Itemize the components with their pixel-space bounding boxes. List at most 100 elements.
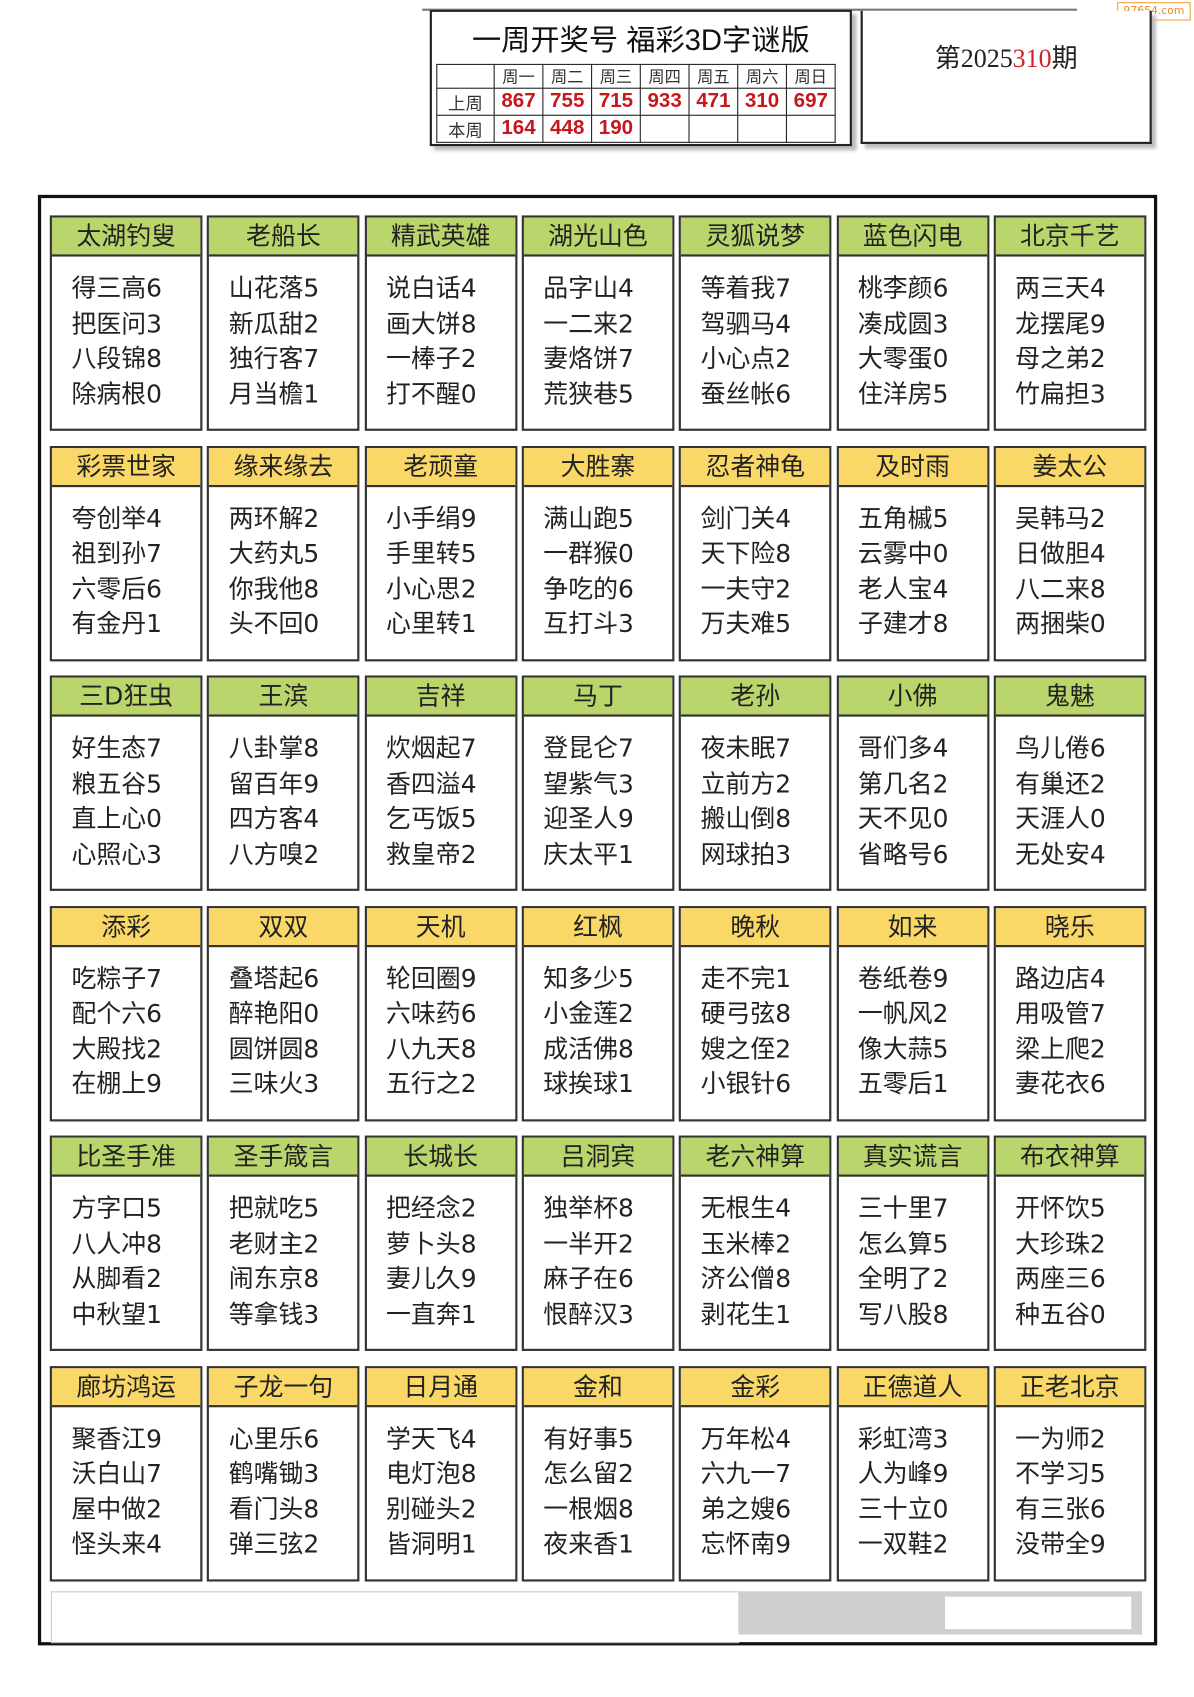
riddle-line: 省略号6 (857, 840, 949, 869)
riddle-line: 球挨球1 (543, 1070, 634, 1099)
card-title: 金彩 (681, 1367, 830, 1407)
riddle-line: 闹东京8 (228, 1265, 320, 1294)
card-title: 缘来缘去 (209, 447, 358, 487)
card-body: 独举杯8 一半开2 麻子在6 恨醉汉3 (524, 1177, 672, 1333)
riddle-line: 争吃的6 (543, 575, 634, 604)
card-title: 红枫 (523, 907, 673, 947)
card-body: 哥们多4 第几名2 天不见0 省略号6 (838, 717, 986, 873)
card-title: 晚秋 (681, 907, 830, 947)
riddle-line: 走不完1 (700, 965, 792, 994)
riddle-card: 马丁 登昆仑7 望紫气3 迎圣人9 庆太平1 (521, 675, 675, 891)
card-body: 学天飞4 电灯泡8 别碰头2 皆洞明1 (367, 1407, 515, 1563)
card-body: 万年松4 六九一7 弟之嫂6 忘怀南9 (681, 1407, 829, 1563)
riddle-card: 金彩 万年松4 六九一7 弟之嫂6 忘怀南9 (678, 1365, 832, 1581)
issue-box: 第2025310期 (860, 10, 1152, 144)
riddle-line: 有金丹1 (71, 610, 162, 639)
card-title: 老孙 (681, 677, 830, 717)
riddle-line: 新瓜甜2 (228, 310, 320, 339)
riddle-card: 廊坊鸿运 聚香江9 沃白山7 屋中做2 怪头来4 (49, 1365, 203, 1581)
day-label: 周三 (591, 63, 641, 89)
riddle-line: 济公僧8 (700, 1265, 792, 1294)
riddle-line: 立前方2 (700, 770, 792, 799)
card-title: 大胜寨 (523, 447, 673, 487)
riddle-line: 八九天8 (386, 1035, 477, 1064)
card-body: 鸟儿倦6 有巢还2 天涯人0 无处安4 (996, 717, 1144, 873)
riddle-line: 八段锦8 (71, 345, 162, 374)
issue-number: 第2025310期 (863, 37, 1150, 75)
riddle-card: 金和 有好事5 怎么留2 一根烟8 夜来香1 (521, 1365, 675, 1581)
card-title: 廊坊鸿运 (51, 1367, 201, 1407)
card-body: 炊烟起7 香四溢4 乞丐饭5 救皇帝2 (367, 717, 515, 873)
card-title: 真实谎言 (838, 1137, 987, 1177)
footer-blank (50, 1591, 740, 1644)
riddle-line: 粮五谷5 (71, 770, 162, 799)
riddle-line: 一根烟8 (543, 1495, 634, 1524)
riddle-line: 路边店4 (1015, 965, 1106, 994)
card-title: 王滨 (209, 677, 358, 717)
riddle-card: 晓乐 路边店4 用吸管7 梁上爬2 妻花衣6 (993, 905, 1147, 1121)
riddle-line: 忘怀南9 (700, 1530, 792, 1559)
riddle-line: 荒狭巷5 (543, 380, 634, 409)
riddle-line: 聚香江9 (71, 1425, 162, 1454)
riddle-line: 大珍珠2 (1015, 1230, 1106, 1259)
riddle-line: 知多少5 (543, 965, 634, 994)
riddle-line: 玉米棒2 (700, 1230, 792, 1259)
day-label: 周二 (542, 63, 593, 89)
riddle-line: 桃李颜6 (857, 274, 949, 304)
card-title: 精武英雄 (366, 217, 515, 257)
riddle-line: 无根生4 (700, 1195, 792, 1224)
riddle-card: 小佛 哥们多4 第几名2 天不见0 省略号6 (836, 675, 989, 891)
riddle-line: 除病根0 (71, 380, 162, 409)
card-title: 老六神算 (681, 1137, 830, 1177)
riddle-line: 救皇帝2 (386, 840, 477, 869)
riddle-line: 鸟儿倦6 (1015, 735, 1106, 764)
draw-number: 471 (688, 87, 739, 116)
riddle-line: 嫂之侄2 (700, 1035, 792, 1064)
riddle-line: 老财主2 (228, 1230, 320, 1259)
riddle-line: 妻儿久9 (386, 1265, 477, 1294)
riddle-card: 吕洞宾 独举杯8 一半开2 麻子在6 恨醉汉3 (521, 1135, 675, 1351)
day-label: 周四 (639, 63, 690, 89)
card-title: 马丁 (523, 677, 673, 717)
riddle-line: 开怀饮5 (1015, 1195, 1106, 1224)
card-body: 说白话4 画大饼8 一棒子2 打不醒0 (367, 257, 515, 413)
card-body: 小手绢9 手里转5 小心思2 心里转1 (367, 487, 515, 643)
riddle-line: 八方嗅2 (228, 840, 320, 869)
riddle-line: 得三高6 (71, 274, 162, 304)
riddle-line: 种五谷0 (1015, 1300, 1106, 1329)
riddle-card: 太湖钓叟 得三高6 把医问3 八段锦8 除病根0 (49, 215, 203, 431)
card-body: 彩虹湾3 人为峰9 三十立0 一双鞋2 (838, 1407, 986, 1563)
riddle-line: 手里转5 (386, 540, 477, 569)
riddle-card: 老船长 山花落5 新瓜甜2 独行客7 月当檐1 (207, 215, 360, 431)
riddle-line: 夜未眠7 (700, 735, 792, 764)
card-body: 走不完1 硬弓弦8 嫂之侄2 小银针6 (681, 947, 829, 1103)
riddle-line: 没带全9 (1015, 1530, 1106, 1559)
riddle-grid-frame (37, 194, 1158, 1646)
riddle-line: 弹三弦2 (228, 1530, 320, 1559)
riddle-card: 晚秋 走不完1 硬弓弦8 嫂之侄2 小银针6 (678, 905, 832, 1121)
riddle-line: 恨醉汉3 (543, 1300, 634, 1329)
card-body: 吴韩马2 日做胆4 八二来8 两捆柴0 (996, 487, 1144, 643)
riddle-line: 八卦掌8 (228, 735, 320, 764)
riddle-line: 吴韩马2 (1015, 504, 1106, 534)
draw-number: 164 (493, 114, 544, 143)
riddle-line: 麻子在6 (543, 1265, 634, 1294)
riddle-line: 心里乐6 (228, 1425, 320, 1454)
riddle-line: 独举杯8 (543, 1195, 634, 1224)
riddle-line: 独行客7 (228, 345, 320, 374)
draw-number (688, 114, 739, 143)
riddle-line: 五角槭5 (857, 504, 949, 534)
riddle-line: 人为峰9 (857, 1460, 949, 1489)
card-title: 老顽童 (366, 447, 515, 487)
riddle-line: 用吸管7 (1015, 1000, 1106, 1029)
card-title: 天机 (366, 907, 515, 947)
riddle-card: 红枫 知多少5 小金莲2 成活佛8 球挨球1 (521, 905, 675, 1121)
riddle-card: 双双 叠塔起6 醉艳阳0 圆饼圆8 三味火3 (207, 905, 360, 1121)
draw-number: 867 (493, 87, 544, 116)
riddle-line: 在棚上9 (71, 1070, 162, 1099)
riddle-line: 乞丐饭5 (386, 805, 477, 834)
riddle-line: 八二来8 (1015, 575, 1106, 604)
riddle-line: 弟之嫂6 (700, 1495, 792, 1524)
riddle-line: 龙摆尾9 (1015, 310, 1106, 339)
card-title: 太湖钓叟 (51, 217, 201, 257)
